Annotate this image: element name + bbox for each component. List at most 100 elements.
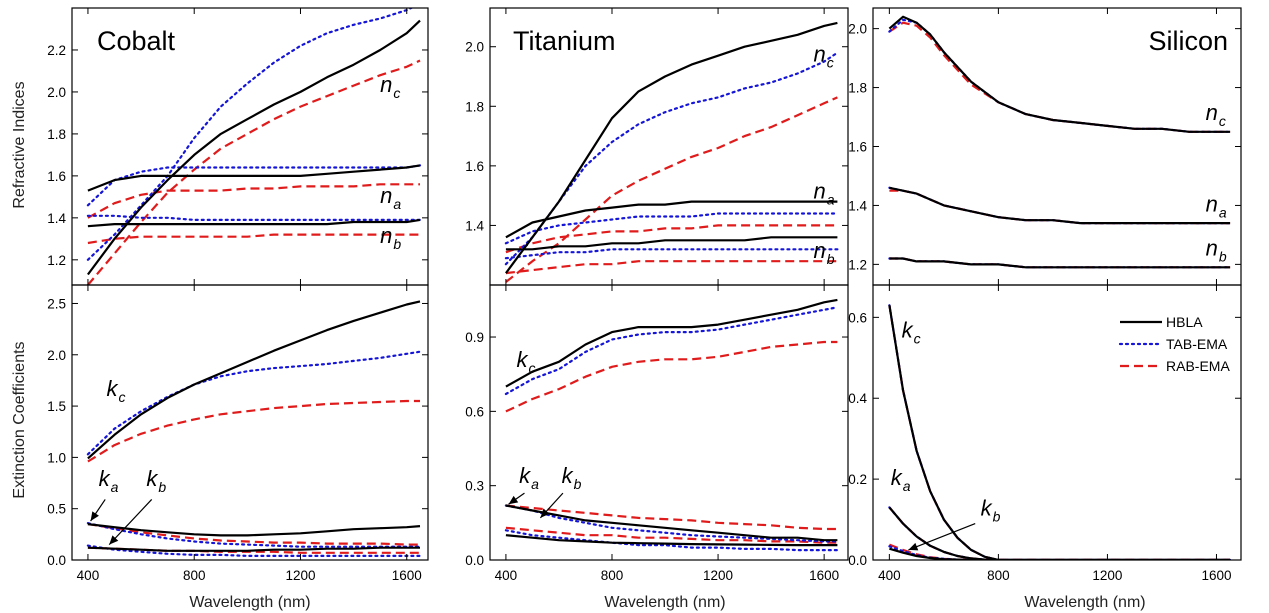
series-line-titanium-na-hbla [505, 200, 838, 239]
series-group-titanium-k [504, 298, 839, 552]
y-tick-label-titanium-k: 0.0 [465, 553, 484, 568]
series-line-titanium-ka-rab-ema [505, 504, 838, 531]
series-line-titanium-ka-tab-ema [504, 504, 839, 543]
series-group-titanium-n [504, 21, 839, 283]
annotation-arrow-head-titanium-k-0 [508, 495, 519, 505]
annotation-kb-cobalt: kb [146, 466, 166, 495]
annotation-nc-titanium: nc [814, 42, 834, 71]
annotation-arrow-line-silicon-k-0 [908, 523, 976, 551]
y-tick-label-titanium-k: 0.6 [465, 404, 484, 419]
series-line-silicon-nb-tab-ema [888, 257, 1232, 269]
y-tick-label-silicon-n: 2.0 [848, 22, 867, 37]
y-tick-label-silicon-n: 1.8 [848, 81, 867, 96]
x-tick-label-silicon-k: 800 [987, 568, 1010, 583]
y-tick-label-silicon-k: 0.0 [848, 553, 867, 568]
series-line-titanium-kc-hbla [505, 298, 838, 388]
annotation-ka-titanium: ka [519, 463, 539, 492]
annotation-na-cobalt: na [380, 183, 401, 212]
series-line-silicon-kb-rab-ema [889, 543, 1231, 560]
x-tick-label-silicon-k: 400 [878, 568, 901, 583]
annotation-nc-cobalt: nc [380, 72, 400, 101]
series-group-cobalt-n [86, 8, 422, 285]
series-line-cobalt-nc-rab-ema [87, 59, 421, 285]
series-line-cobalt-kb-tab-ema [86, 544, 422, 558]
series-line-titanium-na-tab-ema [504, 212, 839, 245]
series-line-cobalt-ka-tab-ema [86, 521, 422, 548]
annotation-arrow-head-titanium-k-1 [540, 508, 550, 518]
panel-titanium-k: 0.0 0.3 0.6 0.9 400 800 1200 1600 kc ka kb [465, 284, 849, 583]
series-line-titanium-kb-tab-ema [504, 529, 839, 552]
legend-label-rab-ema: RAB-EMA [1166, 358, 1230, 374]
annotation-kc-silicon: kc [902, 318, 921, 347]
y-tick-label-cobalt-n: 1.4 [47, 211, 66, 226]
series-line-cobalt-kb-hbla [87, 546, 420, 552]
series-line-titanium-nb-tab-ema [504, 248, 839, 260]
series-group-silicon-k [888, 304, 1232, 560]
panel-cobalt-n: 1.2 1.4 1.6 1.8 2.0 2.2 Cobalt nc na nb [47, 7, 429, 286]
panel-title-cobalt: Cobalt [97, 26, 176, 56]
y-tick-label-cobalt-k: 2.0 [47, 348, 66, 363]
x-tick-label-titanium-k: 800 [601, 568, 624, 583]
y-tick-label-silicon-k: 0.4 [848, 391, 867, 406]
legend-label-hbla: HBLA [1166, 314, 1203, 330]
y-tick-label-cobalt-k: 1.5 [47, 399, 66, 414]
x-tick-label-titanium-k: 400 [495, 568, 518, 583]
x-tick-label-cobalt-k: 800 [183, 568, 206, 583]
xlabel-silicon: Wavelength (nm) [1024, 594, 1145, 611]
annotation-nb-titanium: nb [814, 238, 835, 267]
x-tick-label-cobalt-k: 1200 [285, 568, 315, 583]
xlabel-titanium: Wavelength (nm) [604, 594, 725, 611]
ylabel-top: Refractive Indices [11, 81, 28, 208]
panel-silicon-n: 1.2 1.4 1.6 1.8 2.0 Silicon nc na nb [848, 7, 1242, 286]
annotation-arrow-line-cobalt-k-1 [108, 499, 153, 546]
y-tick-label-titanium-k: 0.3 [465, 479, 484, 494]
series-line-titanium-na-rab-ema [505, 224, 838, 254]
y-tick-label-cobalt-n: 1.2 [47, 253, 66, 268]
annotation-kb-silicon: kb [981, 496, 1001, 525]
annotation-kc-titanium: kc [517, 347, 536, 376]
y-tick-label-cobalt-k: 1.0 [47, 450, 66, 465]
annotation-arrow-head-silicon-k-0 [908, 542, 919, 551]
xlabel-cobalt: Wavelength (nm) [189, 594, 310, 611]
panel-title-titanium: Titanium [513, 26, 616, 56]
series-line-cobalt-ka-rab-ema [87, 523, 420, 546]
series-line-titanium-nc-rab-ema [505, 96, 838, 283]
series-line-silicon-nc-hbla [888, 15, 1231, 133]
series-group-cobalt-k [86, 300, 422, 558]
annotation-nb-cobalt: nb [380, 223, 401, 252]
series-line-titanium-kb-hbla [505, 534, 838, 547]
series-line-cobalt-nb-tab-ema [86, 214, 422, 221]
series-line-cobalt-na-hbla [87, 164, 421, 192]
series-line-silicon-na-tab-ema [888, 186, 1232, 225]
series-line-silicon-nb-rab-ema [889, 257, 1231, 269]
series-line-titanium-kb-rab-ema [505, 526, 838, 544]
series-line-titanium-nb-rab-ema [505, 260, 838, 275]
series-line-silicon-kc-hbla [888, 305, 1231, 560]
series-line-titanium-ka-hbla [505, 504, 838, 542]
series-line-silicon-na-hbla [889, 186, 1231, 225]
x-tick-label-cobalt-k: 1600 [392, 568, 422, 583]
ylabel-bottom: Extinction Coefficients [11, 341, 28, 498]
annotation-arrow-head-cobalt-k-1 [109, 535, 119, 545]
series-line-cobalt-ka-hbla [87, 523, 421, 537]
annotation-nc-silicon: nc [1206, 100, 1226, 129]
series-line-cobalt-kc-hbla [87, 300, 421, 460]
x-tick-label-titanium-k: 1200 [703, 568, 733, 583]
y-tick-label-titanium-n: 1.6 [465, 159, 484, 174]
x-tick-label-cobalt-k: 400 [77, 568, 100, 583]
annotation-na-silicon: na [1206, 191, 1227, 220]
y-tick-label-titanium-n: 1.8 [465, 99, 484, 114]
annotation-nb-silicon: nb [1206, 236, 1227, 265]
annotation-arrow-head-cobalt-k-0 [90, 511, 99, 522]
series-line-cobalt-kc-tab-ema [86, 350, 422, 456]
series-line-titanium-kc-rab-ema [505, 340, 838, 413]
y-tick-label-cobalt-n: 1.6 [47, 169, 66, 184]
series-line-titanium-nc-tab-ema [504, 51, 839, 266]
series-line-silicon-na-rab-ema [889, 189, 1231, 225]
series-line-silicon-ka-tab-ema [888, 506, 1232, 560]
series-line-cobalt-na-rab-ema [87, 183, 420, 219]
y-tick-label-silicon-n: 1.2 [848, 257, 867, 272]
series-line-silicon-ka-hbla [888, 506, 1231, 560]
series-line-titanium-nc-hbla [505, 21, 838, 274]
